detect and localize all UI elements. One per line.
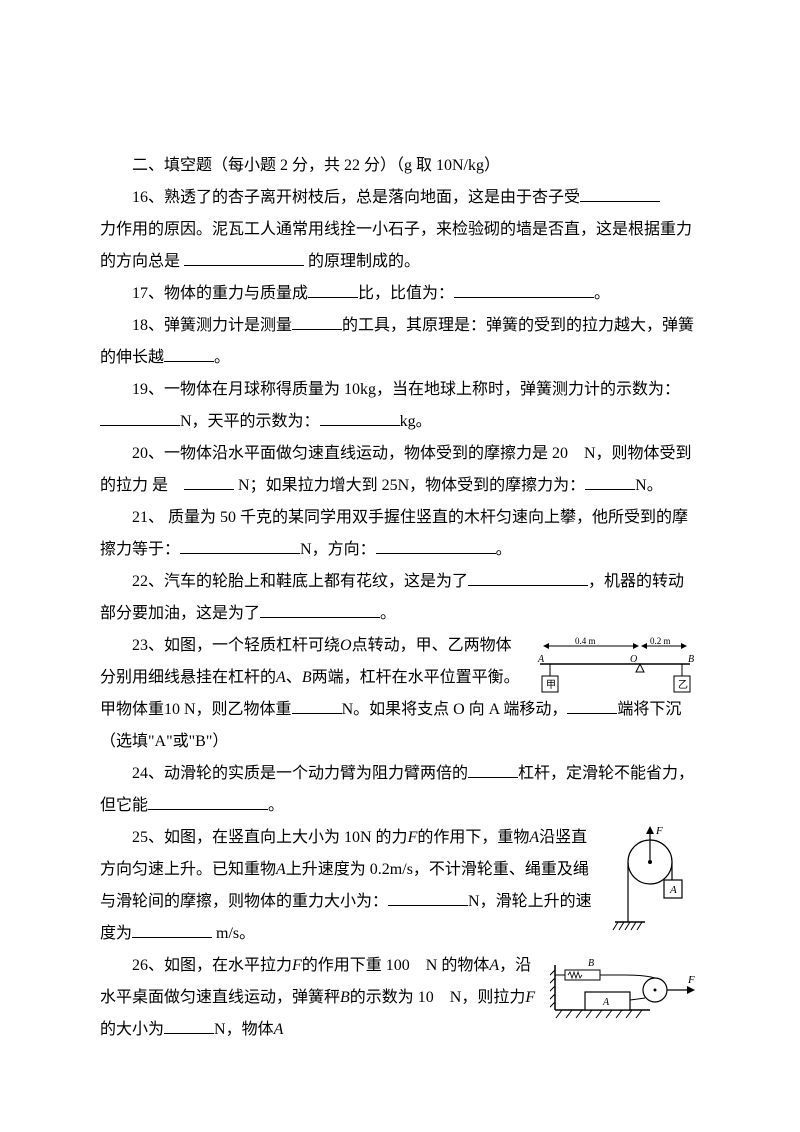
q16-text-1: 16、熟透了的杏子离开树枝后，总是落向地面，这是由于杏子受 xyxy=(132,189,580,206)
q26-B: B xyxy=(340,989,350,1006)
q23-O: O xyxy=(340,637,352,654)
q24-text-3: 。 xyxy=(268,797,284,814)
q25-text-2: 的作用下，重物 xyxy=(417,829,529,846)
blank-field xyxy=(567,695,617,714)
blank-field xyxy=(164,343,214,362)
question-20: 20、一物体沿水平面做匀速直线运动，物体受到的摩擦力是 20 N，则物体受到的拉… xyxy=(100,438,700,502)
blank-field xyxy=(585,471,635,490)
heading-text: 二、填空题（每小题 2 分，共 22 分）（g 取 10N/kg） xyxy=(132,157,500,174)
q21-text-2: N，方向： xyxy=(300,541,376,558)
q23-A: A xyxy=(276,669,286,686)
q25-F: F xyxy=(408,829,418,846)
q23-text-1g: N。如果将支点 O 向 A 端移动， xyxy=(342,701,568,718)
question-18: 18、弹簧测力计是测量的工具，其原理是：弹簧的受到的拉力越大，弹簧的伸长越。 xyxy=(100,310,700,374)
blank-field xyxy=(184,471,234,490)
q26-A2: A xyxy=(274,1021,284,1038)
q16-text-3: 的原理制成的。 xyxy=(304,253,420,270)
question-24: 24、动滑轮的实质是一个动力臂为阻力臂两倍的杠杆，定滑轮不能省力，但它能。 xyxy=(100,758,700,822)
q19-text-1: 19、一物体在月球称得质量为 10kg，当在地球上称时，弹簧测力计的示数为： xyxy=(132,381,680,398)
q25-A: A xyxy=(529,829,539,846)
q26-text-6: N，物体 xyxy=(214,1021,274,1038)
q20-text-3: N。 xyxy=(635,477,663,494)
blank-field xyxy=(292,311,342,330)
q17-text-1: 17、物体的重力与质量成 xyxy=(132,285,308,302)
q26-text-4: 的示数为 10 N，则拉力 xyxy=(350,989,526,1006)
q20-text-2: N；如果拉力增大到 25N，物体受到的摩擦力为： xyxy=(234,477,585,494)
question-26-wrapper: B A F 26、如图，在水平拉力F的作用下重 100 N 的物体A，沿水平桌 xyxy=(100,950,700,1046)
blank-field xyxy=(184,247,304,266)
blank-field xyxy=(164,1015,214,1034)
q26-text-1: 26、如图，在水平拉力 xyxy=(132,957,292,974)
blank-field xyxy=(148,791,268,810)
blank-field xyxy=(100,407,180,426)
q17-text-3: 。 xyxy=(594,285,610,302)
blank-field xyxy=(468,759,518,778)
q23-B: B xyxy=(302,669,312,686)
blank-field xyxy=(180,535,300,554)
blank-field xyxy=(132,919,212,938)
question-22: 22、汽车的轮胎上和鞋底上都有花纹，这是为了，机器的转动部分要加油，这是为了。 xyxy=(100,566,700,630)
q22-text-3: 。 xyxy=(380,605,396,622)
question-21: 21、 质量为 50 千克的某同学用双手握住竖直的木杆匀速向上攀，他所受到的摩擦… xyxy=(100,502,700,566)
blank-field xyxy=(292,695,342,714)
q25-text-1: 25、如图，在竖直向上大小为 10N 的力 xyxy=(132,829,408,846)
q21-text-3: 。 xyxy=(496,541,512,558)
q23-text-1a: 23、如图，一个轻质杠杆可绕 xyxy=(132,637,340,654)
q26-A: A xyxy=(489,957,499,974)
blank-field xyxy=(454,279,594,298)
q18-text-3: 。 xyxy=(214,349,230,366)
section-heading: 二、填空题（每小题 2 分，共 22 分）（g 取 10N/kg） xyxy=(100,150,700,182)
question-17: 17、物体的重力与质量成 比，比值为： 。 xyxy=(100,278,700,310)
question-23: 23、如图，一个轻质杠杆可绕O点转动，甲、乙两物体分别用细线悬挂在杠杆的A、B两… xyxy=(100,630,700,758)
q26-text-2: 的作用下重 100 N 的物体 xyxy=(302,957,490,974)
blank-field xyxy=(468,567,588,586)
q24-text-1: 24、动滑轮的实质是一个动力臂为阻力臂两倍的 xyxy=(132,765,468,782)
question-16: 16、熟透了的杏子离开树枝后，总是落向地面，这是由于杏子受 xyxy=(100,182,700,214)
question-23-wrapper: A B O 0.4 m 0.2 m 甲 乙 23、如图，一个轻质杠杆可绕O点转动… xyxy=(100,630,700,758)
blank-field xyxy=(320,407,400,426)
q22-text-1: 22、汽车的轮胎上和鞋底上都有花纹，这是为了 xyxy=(132,573,468,590)
q25-text-6: m/s。 xyxy=(212,925,255,942)
q26-text-5: 的大小为 xyxy=(100,1021,164,1038)
question-19: 19、一物体在月球称得质量为 10kg，当在地球上称时，弹簧测力计的示数为： N，… xyxy=(100,374,700,438)
q26-F: F xyxy=(292,957,302,974)
blank-field xyxy=(388,887,468,906)
q17-text-2: 比，比值为： xyxy=(358,285,454,302)
blank-field xyxy=(580,183,660,202)
blank-field xyxy=(308,279,358,298)
q26-F2: F xyxy=(525,989,535,1006)
blank-field xyxy=(260,599,380,618)
q18-text-1: 18、弹簧测力计是测量 xyxy=(132,317,292,334)
q19-text-3: kg。 xyxy=(400,413,432,430)
q25-A2: A xyxy=(276,861,286,878)
blank-field xyxy=(376,535,496,554)
question-25-wrapper: F A 25、如图，在竖直向上大小为 10N 的力F的作用下，重物A沿竖直方向匀… xyxy=(100,822,700,950)
question-26: 26、如图，在水平拉力F的作用下重 100 N 的物体A，沿水平桌面做匀速直线运… xyxy=(100,950,700,1046)
question-16-cont: 力作用的原因。泥瓦工人通常用线拴一小石子，来检验砌的墙是否直，这是根据重力的方向… xyxy=(100,214,700,278)
q23-sep: 、 xyxy=(286,669,302,686)
document-body: 二、填空题（每小题 2 分，共 22 分）（g 取 10N/kg） 16、熟透了… xyxy=(100,150,700,1046)
q19-text-2: N，天平的示数为： xyxy=(180,413,320,430)
question-25: 25、如图，在竖直向上大小为 10N 的力F的作用下，重物A沿竖直方向匀速上升。… xyxy=(100,822,700,950)
